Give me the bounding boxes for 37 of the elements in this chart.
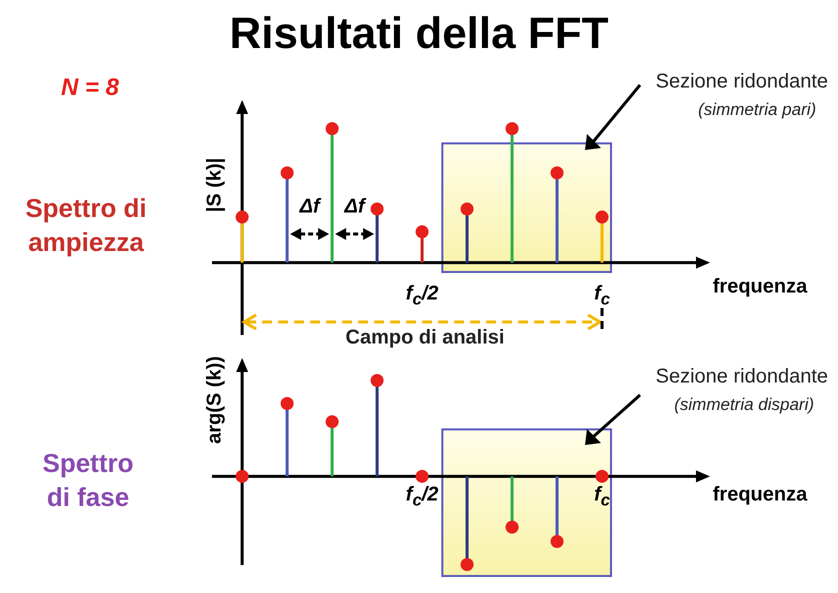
x-tick-label: f$_{c}$ <box>594 484 610 510</box>
point <box>236 470 249 483</box>
text: Sezione ridondante <box>656 366 828 388</box>
point <box>596 210 609 224</box>
point <box>236 210 249 224</box>
text: (simmetria dispari) <box>674 395 814 415</box>
text: Spettro di ampiezza <box>24 192 148 259</box>
y-axis-title: |S (k)| <box>204 158 226 212</box>
point <box>596 470 609 483</box>
x-tick-label: f$_{c}$ <box>594 282 610 310</box>
point <box>550 534 564 548</box>
x-tick-label: f$_{c}$/2 <box>406 282 438 310</box>
text: (simmetria pari) <box>698 100 816 120</box>
chart-title: Risultati della FFT <box>228 8 610 60</box>
point <box>460 558 474 571</box>
x-axis-title: frequenza <box>712 484 808 506</box>
annotation: Δf <box>300 196 320 218</box>
x-axis-title: frequenza <box>712 276 808 298</box>
y-axis-title: arg(S (k)) <box>204 356 226 444</box>
annotation: Δf <box>344 196 365 218</box>
point <box>550 166 564 180</box>
text: Spettro di fase <box>42 447 134 514</box>
point <box>416 225 429 238</box>
point <box>326 122 339 136</box>
point <box>370 374 384 387</box>
point <box>460 202 474 216</box>
point <box>506 122 519 136</box>
point <box>506 520 519 534</box>
text: Sezione ridondante <box>656 70 828 94</box>
point <box>416 470 429 483</box>
text: N = 8 <box>60 74 120 102</box>
x-tick-label: f$_{c}$/2 <box>406 484 438 510</box>
point <box>280 396 294 410</box>
text: Campo di analisi <box>346 326 504 350</box>
point <box>326 415 339 428</box>
point <box>280 166 294 180</box>
point <box>370 202 384 216</box>
